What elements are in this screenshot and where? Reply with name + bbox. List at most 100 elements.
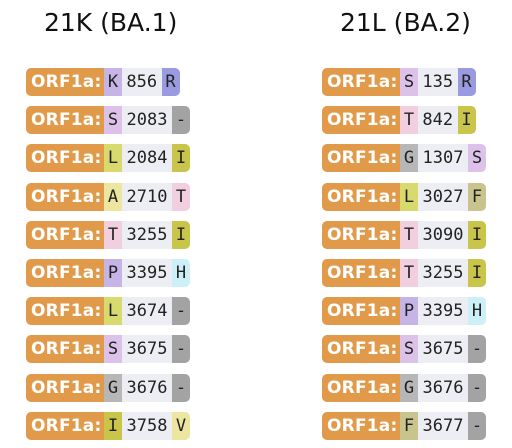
alt-residue: T — [172, 183, 190, 211]
column-title-21k: 21K (BA.1) — [44, 8, 178, 37]
ref-residue: P — [400, 297, 418, 325]
alt-residue: S — [468, 144, 486, 172]
residue-position: 3027 — [418, 183, 468, 211]
residue-position: 3676 — [418, 374, 468, 402]
mutation-badge: ORF1a: K 856 R — [26, 68, 180, 96]
gene-label: ORF1a: — [322, 297, 400, 325]
mutation-badge: ORF1a: T 3255 I — [26, 221, 190, 249]
ref-residue: F — [400, 412, 418, 440]
mutation-badge: ORF1a: P 3395 H — [26, 259, 190, 287]
alt-residue: - — [468, 374, 486, 402]
alt-residue: I — [172, 221, 190, 249]
ref-residue: S — [400, 68, 418, 96]
residue-position: 1307 — [418, 144, 468, 172]
gene-label: ORF1a: — [26, 335, 104, 363]
residue-position: 3255 — [418, 259, 468, 287]
gene-label: ORF1a: — [322, 106, 400, 134]
ref-residue: I — [104, 412, 122, 440]
residue-position: 3677 — [418, 412, 468, 440]
gene-label: ORF1a: — [322, 259, 400, 287]
mutation-badge: ORF1a: S 3675- — [322, 335, 486, 363]
ref-residue: P — [104, 259, 122, 287]
residue-position: 3255 — [122, 221, 172, 249]
ref-residue: L — [104, 144, 122, 172]
alt-residue: R — [457, 68, 476, 96]
gene-label: ORF1a: — [26, 259, 104, 287]
ref-residue: S — [104, 106, 122, 134]
residue-position: 2084 — [122, 144, 172, 172]
gene-label: ORF1a: — [26, 144, 104, 172]
ref-residue: L — [400, 183, 418, 211]
alt-residue: - — [172, 335, 190, 363]
residue-position: 3395 — [122, 259, 172, 287]
residue-position: 3758 — [122, 412, 172, 440]
gene-label: ORF1a: — [322, 335, 400, 363]
mutation-badge: ORF1a: S 3675- — [26, 335, 190, 363]
mutation-badge: ORF1a: G 3676- — [26, 374, 190, 402]
alt-residue: R — [161, 68, 180, 96]
gene-label: ORF1a: — [26, 297, 104, 325]
ref-residue: T — [400, 106, 418, 134]
alt-residue: H — [172, 259, 190, 287]
mutation-badge: ORF1a: F 3677- — [322, 412, 486, 440]
residue-position: 2083 — [122, 106, 172, 134]
residue-position: 3395 — [418, 297, 468, 325]
residue-position: 3674 — [122, 297, 172, 325]
residue-position: 3675 — [418, 335, 468, 363]
mutation-badge: ORF1a: G 3676- — [322, 374, 486, 402]
column-title-21l: 21L (BA.2) — [340, 8, 471, 37]
ref-residue: T — [104, 221, 122, 249]
alt-residue: I — [468, 221, 486, 249]
residue-position: 3676 — [122, 374, 172, 402]
mutation-badge: ORF1a: T 842 I — [322, 106, 476, 134]
gene-label: ORF1a: — [322, 68, 400, 96]
residue-position: 856 — [122, 68, 162, 96]
ref-residue: T — [400, 221, 418, 249]
mutation-badge: ORF1a: T 3090 I — [322, 221, 486, 249]
ref-residue: K — [104, 68, 122, 96]
alt-residue: - — [172, 374, 190, 402]
mutation-badge: ORF1a: A 2710 T — [26, 183, 190, 211]
mutation-badge: ORF1a: G 1307 S — [322, 144, 486, 172]
ref-residue: L — [104, 297, 122, 325]
residue-position: 2710 — [122, 183, 172, 211]
residue-position: 3090 — [418, 221, 468, 249]
gene-label: ORF1a: — [322, 412, 400, 440]
ref-residue: G — [104, 374, 122, 402]
gene-label: ORF1a: — [322, 374, 400, 402]
gene-label: ORF1a: — [26, 412, 104, 440]
alt-residue: - — [468, 412, 486, 440]
alt-residue: H — [468, 297, 486, 325]
ref-residue: T — [400, 259, 418, 287]
ref-residue: A — [104, 183, 122, 211]
alt-residue: I — [468, 259, 486, 287]
alt-residue: F — [468, 183, 486, 211]
alt-residue: V — [172, 412, 190, 440]
mutation-badge: ORF1a: T 3255 I — [322, 259, 486, 287]
ref-residue: S — [400, 335, 418, 363]
gene-label: ORF1a: — [322, 221, 400, 249]
alt-residue: - — [468, 335, 486, 363]
alt-residue: - — [172, 106, 190, 134]
residue-position: 3675 — [122, 335, 172, 363]
mutation-badge: ORF1a: S 135 R — [322, 68, 476, 96]
gene-label: ORF1a: — [26, 106, 104, 134]
mutation-badge: ORF1a: L 2084 I — [26, 144, 190, 172]
alt-residue: I — [172, 144, 190, 172]
gene-label: ORF1a: — [26, 68, 104, 96]
ref-residue: G — [400, 144, 418, 172]
mutation-badge: ORF1a: P 3395 H — [322, 297, 486, 325]
alt-residue: I — [457, 106, 476, 134]
mutation-badge: ORF1a: L 3027 F — [322, 183, 486, 211]
mutation-badge: ORF1a: S 2083- — [26, 106, 190, 134]
mutation-badge: ORF1a: L 3674- — [26, 297, 190, 325]
alt-residue: - — [172, 297, 190, 325]
gene-label: ORF1a: — [26, 374, 104, 402]
ref-residue: S — [104, 335, 122, 363]
gene-label: ORF1a: — [26, 221, 104, 249]
residue-position: 842 — [418, 106, 458, 134]
residue-position: 135 — [418, 68, 458, 96]
gene-label: ORF1a: — [322, 183, 400, 211]
ref-residue: G — [400, 374, 418, 402]
gene-label: ORF1a: — [26, 183, 104, 211]
